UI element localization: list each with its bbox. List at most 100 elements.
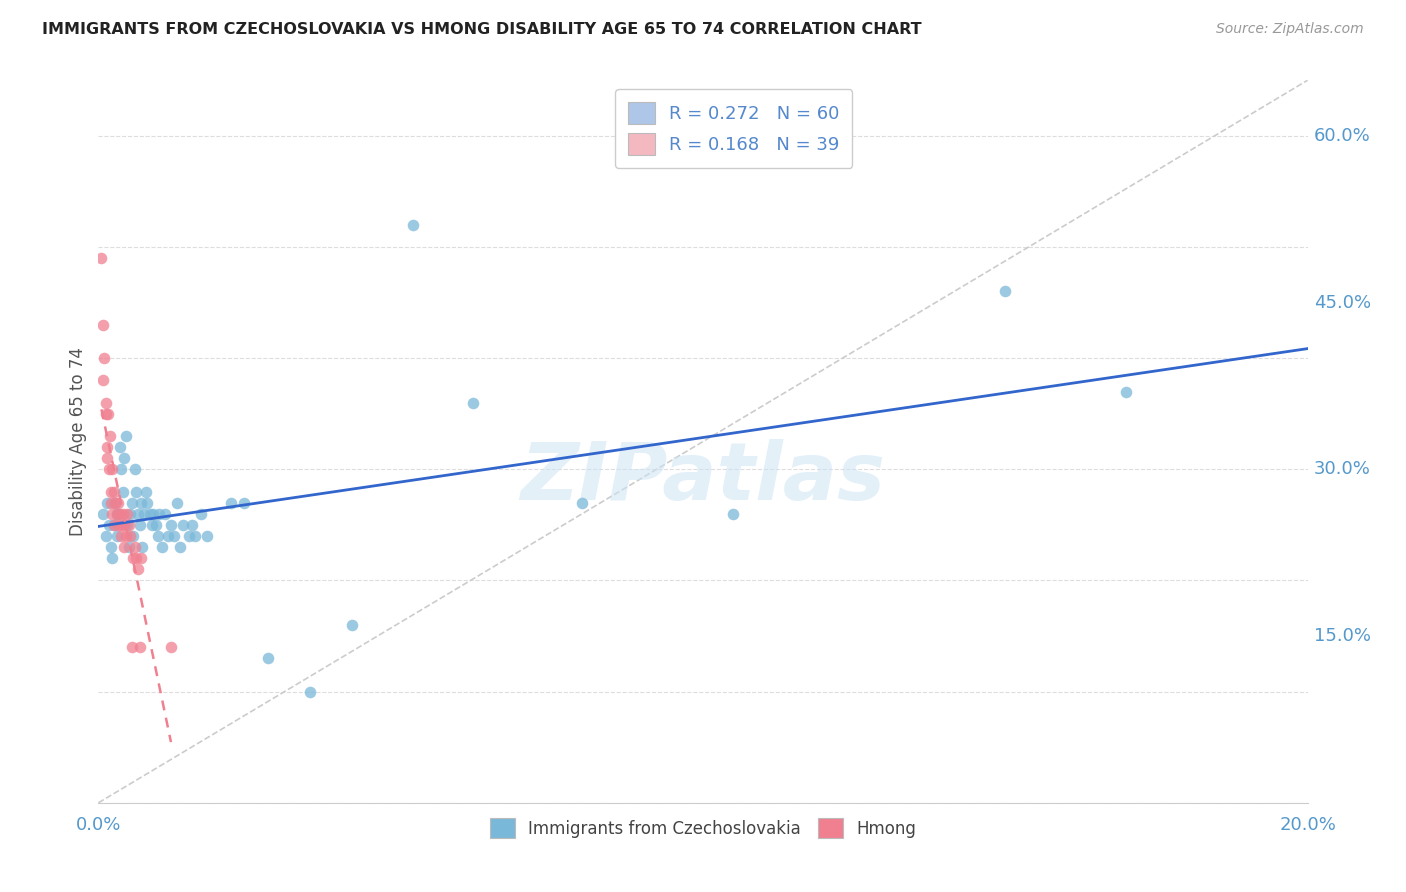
Point: [146, 529, 169, 543]
Point: [100, 462, 122, 476]
Point: [100, 496, 122, 510]
Point: [107, 507, 129, 521]
Point: [98, 517, 121, 532]
Point: [105, 507, 128, 521]
Point: [139, 507, 162, 521]
Point: [118, 540, 141, 554]
Point: [96, 407, 118, 421]
Text: 15.0%: 15.0%: [1313, 627, 1371, 645]
Point: [128, 640, 150, 655]
Point: [299, 684, 322, 698]
Point: [122, 529, 145, 543]
Point: [148, 507, 170, 521]
Point: [169, 540, 191, 554]
Point: [1115, 384, 1137, 399]
Point: [100, 484, 122, 499]
Point: [98, 462, 121, 476]
Point: [103, 484, 125, 499]
Point: [128, 517, 150, 532]
Point: [94, 529, 117, 543]
Point: [121, 640, 143, 655]
Point: [131, 540, 153, 554]
Point: [150, 540, 173, 554]
Point: [127, 507, 149, 521]
Point: [104, 496, 127, 510]
Point: [160, 640, 183, 655]
Point: [110, 529, 132, 543]
Point: [141, 517, 163, 532]
Point: [96, 451, 118, 466]
Text: IMMIGRANTS FROM CZECHOSLOVAKIA VS HMONG DISABILITY AGE 65 TO 74 CORRELATION CHAR: IMMIGRANTS FROM CZECHOSLOVAKIA VS HMONG …: [42, 22, 922, 37]
Point: [117, 517, 139, 532]
Point: [118, 529, 141, 543]
Point: [166, 496, 188, 510]
Point: [98, 429, 121, 443]
Point: [125, 484, 148, 499]
Point: [100, 551, 122, 566]
Point: [112, 517, 135, 532]
Point: [142, 507, 165, 521]
Point: [110, 462, 132, 476]
Point: [108, 507, 131, 521]
Point: [135, 484, 157, 499]
Point: [91, 507, 114, 521]
Text: 45.0%: 45.0%: [1313, 293, 1371, 311]
Point: [463, 395, 485, 409]
Point: [111, 507, 134, 521]
Point: [115, 507, 138, 521]
Point: [97, 407, 120, 421]
Point: [110, 517, 132, 532]
Point: [100, 540, 122, 554]
Point: [125, 551, 148, 566]
Point: [105, 507, 128, 521]
Point: [135, 496, 157, 510]
Y-axis label: Disability Age 65 to 74: Disability Age 65 to 74: [69, 347, 87, 536]
Point: [121, 496, 143, 510]
Point: [112, 451, 135, 466]
Point: [342, 618, 364, 632]
Point: [122, 551, 145, 566]
Point: [163, 529, 186, 543]
Point: [94, 395, 117, 409]
Point: [190, 507, 212, 521]
Point: [256, 651, 278, 665]
Point: [132, 507, 155, 521]
Point: [402, 218, 425, 232]
Point: [156, 529, 179, 543]
Point: [118, 517, 141, 532]
Point: [181, 517, 204, 532]
Point: [104, 496, 127, 510]
Text: Source: ZipAtlas.com: Source: ZipAtlas.com: [1216, 22, 1364, 37]
Point: [723, 507, 745, 521]
Point: [91, 373, 114, 387]
Point: [105, 529, 128, 543]
Text: 30.0%: 30.0%: [1313, 460, 1371, 478]
Point: [994, 285, 1017, 299]
Point: [145, 517, 167, 532]
Point: [90, 251, 112, 265]
Point: [232, 496, 254, 510]
Point: [96, 440, 118, 454]
Point: [107, 496, 129, 510]
Point: [179, 529, 201, 543]
Point: [108, 440, 131, 454]
Point: [118, 507, 141, 521]
Text: 60.0%: 60.0%: [1313, 127, 1371, 145]
Point: [129, 551, 152, 566]
Point: [129, 496, 152, 510]
Point: [114, 529, 136, 543]
Point: [195, 529, 218, 543]
Point: [103, 517, 125, 532]
Point: [101, 507, 124, 521]
Point: [124, 462, 146, 476]
Point: [107, 517, 129, 532]
Point: [172, 517, 194, 532]
Point: [571, 496, 593, 510]
Point: [114, 429, 136, 443]
Point: [124, 540, 146, 554]
Legend: Immigrants from Czechoslovakia, Hmong: Immigrants from Czechoslovakia, Hmong: [484, 812, 922, 845]
Point: [93, 351, 115, 366]
Point: [160, 517, 183, 532]
Point: [112, 540, 135, 554]
Point: [91, 318, 114, 332]
